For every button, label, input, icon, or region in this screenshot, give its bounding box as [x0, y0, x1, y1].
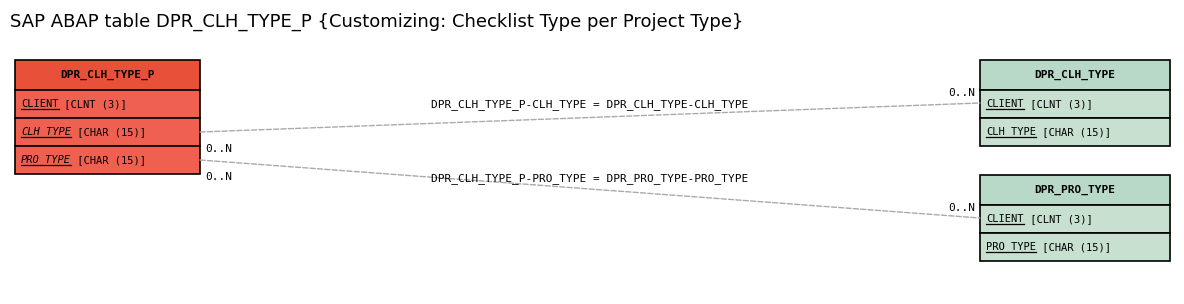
Text: CLH_TYPE: CLH_TYPE: [986, 126, 1036, 137]
Text: 0..N: 0..N: [948, 203, 974, 213]
Text: DPR_CLH_TYPE_P: DPR_CLH_TYPE_P: [60, 70, 155, 80]
Bar: [980, 118, 1170, 146]
Bar: [15, 90, 200, 118]
Bar: [15, 146, 200, 174]
Bar: [980, 233, 1170, 261]
Bar: [980, 90, 1170, 118]
Text: PRO_TYPE: PRO_TYPE: [986, 242, 1036, 252]
Text: [CHAR (15)]: [CHAR (15)]: [1036, 242, 1111, 252]
Text: SAP ABAP table DPR_CLH_TYPE_P {Customizing: Checklist Type per Project Type}: SAP ABAP table DPR_CLH_TYPE_P {Customizi…: [9, 13, 744, 31]
Text: CLIENT: CLIENT: [986, 214, 1023, 224]
Bar: [980, 175, 1170, 205]
Text: [CLNT (3)]: [CLNT (3)]: [58, 99, 127, 109]
Text: [CLNT (3)]: [CLNT (3)]: [1023, 214, 1093, 224]
Text: PRO_TYPE: PRO_TYPE: [21, 154, 71, 165]
Text: CLIENT: CLIENT: [986, 99, 1023, 109]
Text: [CLNT (3)]: [CLNT (3)]: [1023, 99, 1093, 109]
Text: CLH_TYPE: CLH_TYPE: [21, 126, 71, 137]
Bar: [15, 60, 200, 90]
Text: 0..N: 0..N: [205, 172, 232, 182]
Text: 0..N: 0..N: [205, 144, 232, 154]
Bar: [15, 118, 200, 146]
Text: DPR_CLH_TYPE_P-PRO_TYPE = DPR_PRO_TYPE-PRO_TYPE: DPR_CLH_TYPE_P-PRO_TYPE = DPR_PRO_TYPE-P…: [431, 173, 748, 184]
Text: DPR_PRO_TYPE: DPR_PRO_TYPE: [1035, 185, 1115, 195]
Text: [CHAR (15)]: [CHAR (15)]: [1036, 127, 1111, 137]
Bar: [980, 60, 1170, 90]
Bar: [980, 205, 1170, 233]
Text: DPR_CLH_TYPE: DPR_CLH_TYPE: [1035, 70, 1115, 80]
Text: [CHAR (15)]: [CHAR (15)]: [71, 155, 146, 165]
Text: DPR_CLH_TYPE_P-CLH_TYPE = DPR_CLH_TYPE-CLH_TYPE: DPR_CLH_TYPE_P-CLH_TYPE = DPR_CLH_TYPE-C…: [431, 98, 748, 109]
Text: CLIENT: CLIENT: [21, 99, 58, 109]
Text: 0..N: 0..N: [948, 88, 974, 98]
Text: [CHAR (15)]: [CHAR (15)]: [71, 127, 146, 137]
